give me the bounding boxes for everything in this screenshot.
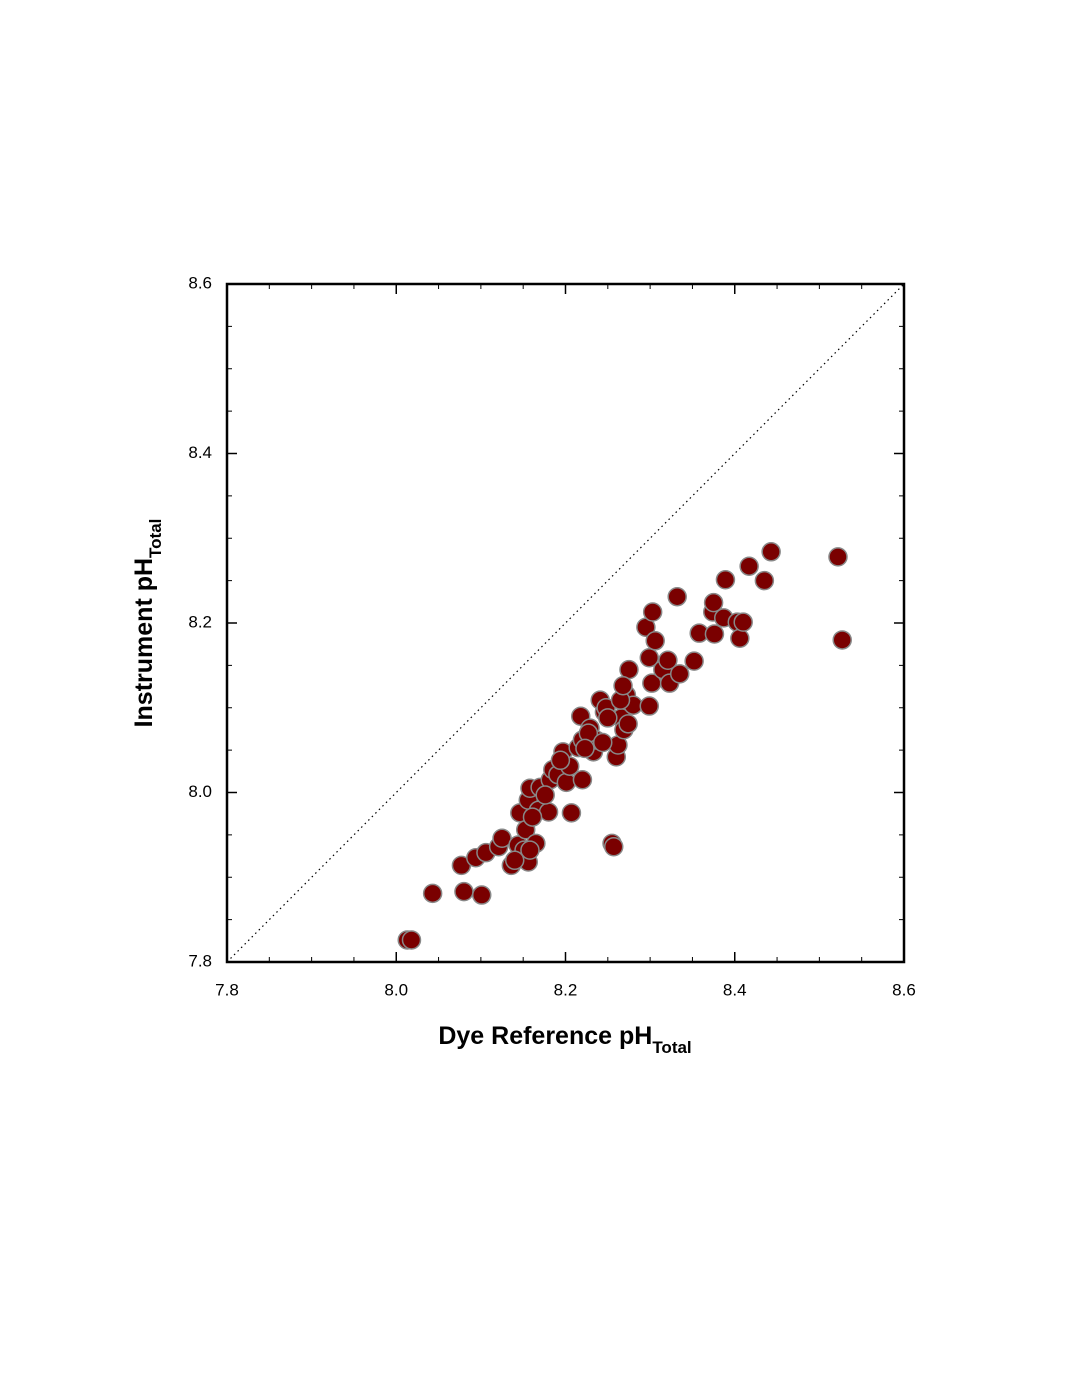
data-point — [754, 570, 775, 591]
data-point — [669, 664, 690, 684]
data-point — [642, 602, 663, 622]
data-point — [454, 881, 474, 902]
data-point — [603, 836, 624, 857]
data-point — [639, 696, 660, 716]
data-point — [522, 807, 543, 827]
data-point — [704, 624, 725, 644]
data-point — [575, 738, 595, 759]
y-axis-title-subscript: Total — [146, 519, 165, 558]
y-tick-label: 8.2 — [188, 612, 212, 631]
data-point — [703, 592, 724, 613]
data-point — [613, 675, 633, 696]
data-point — [492, 828, 512, 849]
x-axis-title-main: Dye Reference pH — [438, 1022, 652, 1050]
data-point — [715, 570, 736, 590]
data-point — [598, 708, 618, 728]
x-tick-label: 8.0 — [384, 980, 408, 999]
data-point — [618, 714, 638, 734]
data-point — [572, 770, 593, 790]
data-point — [520, 840, 540, 860]
data-point — [538, 802, 559, 822]
data-point — [471, 885, 492, 905]
data-point — [561, 803, 582, 823]
y-axis-title-main: Instrument pH — [130, 558, 158, 727]
y-axis-title: Instrument pHTotal — [130, 519, 165, 728]
data-point — [684, 651, 704, 671]
data-point — [401, 930, 422, 950]
data-point — [592, 732, 613, 753]
data-point — [639, 647, 660, 668]
data-point — [733, 612, 753, 632]
data-point — [556, 772, 577, 793]
x-tick-label: 8.6 — [892, 980, 916, 999]
y-tick-label: 8.4 — [188, 443, 212, 462]
data-point — [832, 630, 852, 650]
data-point — [619, 659, 639, 680]
x-axis-title: Dye Reference pHTotal — [438, 1022, 691, 1057]
data-point — [828, 547, 848, 567]
data-point — [739, 556, 759, 576]
x-tick-label: 8.2 — [554, 980, 578, 999]
data-point — [645, 631, 665, 651]
data-point — [761, 542, 781, 562]
x-tick-label: 8.4 — [723, 980, 747, 999]
data-point — [504, 850, 525, 871]
data-point — [422, 883, 443, 904]
y-tick-label: 7.8 — [188, 951, 212, 970]
data-point — [667, 586, 687, 607]
data-point — [658, 650, 678, 671]
y-tick-label: 8.6 — [188, 273, 212, 292]
data-point — [550, 750, 571, 771]
identity-line — [226, 283, 905, 963]
x-tick-label: 7.8 — [215, 980, 239, 999]
data-point — [535, 785, 555, 805]
x-axis-title-subscript: Total — [652, 1038, 691, 1057]
data-point — [730, 628, 750, 649]
y-tick-label: 8.0 — [188, 782, 212, 801]
plot-frame — [225, 282, 906, 964]
